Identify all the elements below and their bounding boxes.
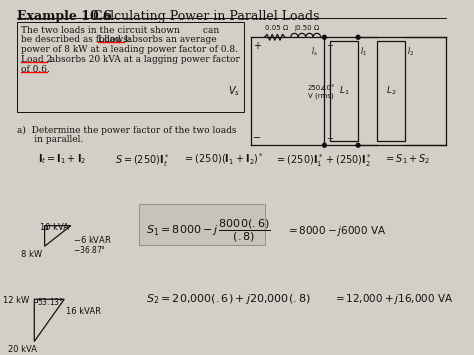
- Circle shape: [356, 35, 360, 39]
- Text: 8 kW: 8 kW: [21, 250, 42, 259]
- Text: +: +: [253, 41, 261, 51]
- Text: $= 12{,}000 + j16{,}000\ \mathrm{VA}$: $= 12{,}000 + j16{,}000\ \mathrm{VA}$: [333, 293, 453, 306]
- Text: $V_s$: $V_s$: [228, 84, 240, 98]
- Text: $S = (250)\mathbf{I}_t^*$: $S = (250)\mathbf{I}_t^*$: [115, 152, 169, 169]
- Text: −: −: [253, 133, 261, 143]
- Text: be described as follows:: be described as follows:: [21, 35, 134, 44]
- Text: $L_1$: $L_1$: [339, 85, 349, 98]
- Text: Load 1: Load 1: [98, 35, 129, 44]
- Circle shape: [356, 143, 360, 147]
- Text: Calculating Power in Parallel Loads: Calculating Power in Parallel Loads: [85, 10, 319, 23]
- Circle shape: [322, 35, 326, 39]
- Text: −: −: [326, 134, 333, 143]
- Text: +: +: [326, 41, 333, 50]
- Text: $L_2$: $L_2$: [386, 85, 396, 98]
- Text: V (rms): V (rms): [308, 93, 333, 99]
- FancyBboxPatch shape: [139, 204, 264, 245]
- Text: 12 kW: 12 kW: [3, 296, 30, 305]
- Text: $I_2$: $I_2$: [407, 45, 414, 58]
- Circle shape: [322, 143, 326, 147]
- Text: absorbs 20 kVA at a lagging power factor: absorbs 20 kVA at a lagging power factor: [47, 55, 240, 64]
- Text: j0.50 Ω: j0.50 Ω: [294, 26, 319, 31]
- Text: 10 kVA: 10 kVA: [40, 223, 69, 232]
- Text: absorbs an average: absorbs an average: [124, 35, 217, 44]
- Text: Load 2: Load 2: [21, 55, 52, 64]
- Text: 250∠0°: 250∠0°: [308, 85, 335, 91]
- Text: 20 kVA: 20 kVA: [8, 345, 37, 354]
- Text: The two loads in the circuit shown        can: The two loads in the circuit shown can: [21, 26, 219, 34]
- Text: $-36.87°$: $-36.87°$: [73, 244, 106, 255]
- Text: $= (250)\mathbf{I}_1^* + (250)\mathbf{I}_2^*$: $= (250)\mathbf{I}_1^* + (250)\mathbf{I}…: [275, 152, 372, 169]
- Text: $S_1 = 8000 - j\,\dfrac{8000(.6)}{(.8)}$: $S_1 = 8000 - j\,\dfrac{8000(.6)}{(.8)}$: [146, 218, 270, 244]
- Text: of 0.6.: of 0.6.: [21, 65, 50, 74]
- Text: $\mathbf{I}_t = \mathbf{I}_1 + \mathbf{I}_2$: $\mathbf{I}_t = \mathbf{I}_1 + \mathbf{I…: [38, 152, 86, 166]
- Text: $= 8000 - j6000\ \mathrm{VA}$: $= 8000 - j6000\ \mathrm{VA}$: [286, 224, 387, 238]
- Text: $= (250)(\mathbf{I}_1 + \mathbf{I}_2)^*$: $= (250)(\mathbf{I}_1 + \mathbf{I}_2)^*$: [183, 152, 264, 168]
- Text: $-6\ \mathrm{kVAR}$: $-6\ \mathrm{kVAR}$: [73, 234, 112, 245]
- Text: Example 10.6: Example 10.6: [18, 10, 112, 23]
- Text: 0.05 Ω: 0.05 Ω: [265, 26, 289, 31]
- Text: 16 kVAR: 16 kVAR: [66, 307, 101, 316]
- Text: a)  Determine the power factor of the two loads: a) Determine the power factor of the two…: [18, 126, 237, 135]
- Text: $I_1$: $I_1$: [360, 45, 367, 58]
- Text: $53.13°$: $53.13°$: [37, 296, 64, 307]
- Text: power of 8 kW at a leading power factor of 0.8.: power of 8 kW at a leading power factor …: [21, 45, 238, 54]
- Text: $I_s$: $I_s$: [311, 45, 318, 58]
- Text: $= S_1 + S_2$: $= S_1 + S_2$: [384, 152, 431, 166]
- Text: in parallel.: in parallel.: [18, 135, 84, 144]
- Text: $S_2 = 20{,}000(.6) + j20{,}000(.8)$: $S_2 = 20{,}000(.6) + j20{,}000(.8)$: [146, 293, 310, 306]
